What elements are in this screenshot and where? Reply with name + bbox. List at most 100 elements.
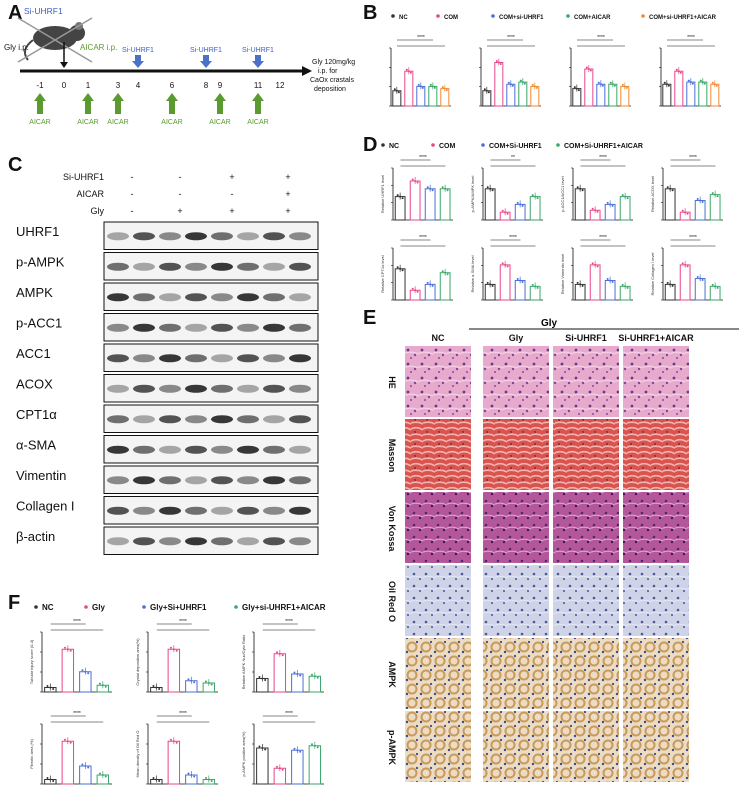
data-point <box>316 676 319 679</box>
histology-image <box>623 565 689 636</box>
data-point <box>621 83 624 86</box>
bar <box>439 188 451 221</box>
data-point <box>699 79 702 82</box>
data-point <box>716 286 719 289</box>
histology-row-label: Oil Red O <box>387 581 397 622</box>
data-point <box>667 84 670 87</box>
data-point <box>411 178 414 181</box>
data-point <box>49 686 52 689</box>
data-point <box>419 85 422 88</box>
blot-band <box>185 415 207 424</box>
blot-band <box>211 506 233 515</box>
panel-label-f: F <box>8 592 21 614</box>
data-point <box>433 86 436 89</box>
data-point <box>396 194 399 197</box>
data-point <box>399 267 402 270</box>
data-point <box>703 82 706 85</box>
data-point <box>687 79 690 82</box>
data-point <box>172 740 175 743</box>
bar <box>619 196 631 221</box>
legend-item: COM+si-UHRF1 <box>499 15 544 21</box>
histology-image <box>483 492 549 563</box>
data-point <box>669 283 672 286</box>
bar <box>273 653 287 693</box>
data-point <box>504 211 507 214</box>
data-point <box>158 780 161 782</box>
data-point <box>689 81 692 84</box>
significance-stars: **** <box>689 235 697 241</box>
histology-image <box>553 492 619 563</box>
aicar-arrow-icon <box>252 93 264 114</box>
treatment-label: Gly <box>91 206 105 216</box>
data-point <box>597 81 600 84</box>
histology-image <box>553 565 619 636</box>
si-uhrf1-arrow-icon <box>252 55 264 68</box>
data-point <box>46 777 49 779</box>
data-point <box>207 778 210 781</box>
aicar-arrow-icon <box>34 93 46 114</box>
bar <box>608 83 618 107</box>
data-point <box>152 777 155 779</box>
data-point <box>606 278 609 280</box>
y-axis-label: Relative UHRF1 level <box>380 175 385 213</box>
data-point <box>609 81 612 84</box>
data-point <box>516 201 519 204</box>
legend-item: COM <box>444 15 458 21</box>
bar <box>709 194 721 221</box>
data-point <box>626 197 629 200</box>
blot-band <box>237 537 259 546</box>
data-point <box>158 688 161 690</box>
data-point <box>506 212 509 215</box>
blot-band <box>133 232 155 241</box>
data-point <box>624 195 627 198</box>
data-point <box>414 180 417 182</box>
data-point <box>63 646 66 649</box>
endpoint-text-3: CaOx crastals <box>310 77 354 84</box>
y-axis-label: Relative Collagen I level <box>650 252 655 295</box>
aicar-label: AICAR <box>77 119 98 126</box>
blot-band <box>237 293 259 302</box>
data-point <box>495 60 498 62</box>
data-point <box>489 283 492 286</box>
bar <box>518 81 528 107</box>
histology-image <box>405 711 471 782</box>
legend-marker <box>391 14 395 18</box>
blot-band <box>107 384 129 393</box>
significance-stars: **** <box>599 235 607 241</box>
y-axis-label: Relative CPT1α level <box>380 255 385 293</box>
data-point <box>187 772 190 775</box>
significance-stars: **** <box>285 711 293 717</box>
data-point <box>445 89 448 92</box>
data-point <box>591 262 594 265</box>
y-axis-label: Relative Vimentin level <box>560 254 565 295</box>
data-point <box>193 681 196 684</box>
data-point <box>531 194 534 197</box>
bar <box>424 188 436 221</box>
bar <box>494 62 504 107</box>
data-point <box>421 86 424 89</box>
data-point <box>511 84 514 87</box>
blot-band <box>107 506 129 515</box>
data-point <box>101 684 104 687</box>
data-point <box>536 286 539 289</box>
data-point <box>681 262 684 265</box>
data-point <box>491 284 494 287</box>
data-point <box>401 269 404 272</box>
y-axis-label: Fibrotic area (%) <box>29 739 34 769</box>
legend-item: COM <box>439 143 456 150</box>
panel-d-charts: NC COM COM+Si-UHRF1 COM+Si-UHRF1+AICAR Rela… <box>380 143 723 301</box>
data-point <box>531 83 534 86</box>
blot-band <box>211 415 233 424</box>
data-point <box>669 187 672 190</box>
timeline-schematic: Si-UHRF1 Gly i.p. AICAR i.p. -1 0 1 3 4 6 8 9 11… <box>4 6 355 126</box>
data-point <box>716 195 719 198</box>
histology-column-header: NC <box>432 333 445 343</box>
bar <box>394 196 406 221</box>
data-point <box>172 648 175 651</box>
bar <box>679 264 691 301</box>
blot-band <box>107 293 129 302</box>
legend-marker <box>491 14 495 18</box>
f-chart-2: Crystal deposition area(%) **** <box>135 619 218 693</box>
data-point <box>521 281 524 283</box>
data-point <box>278 652 281 655</box>
